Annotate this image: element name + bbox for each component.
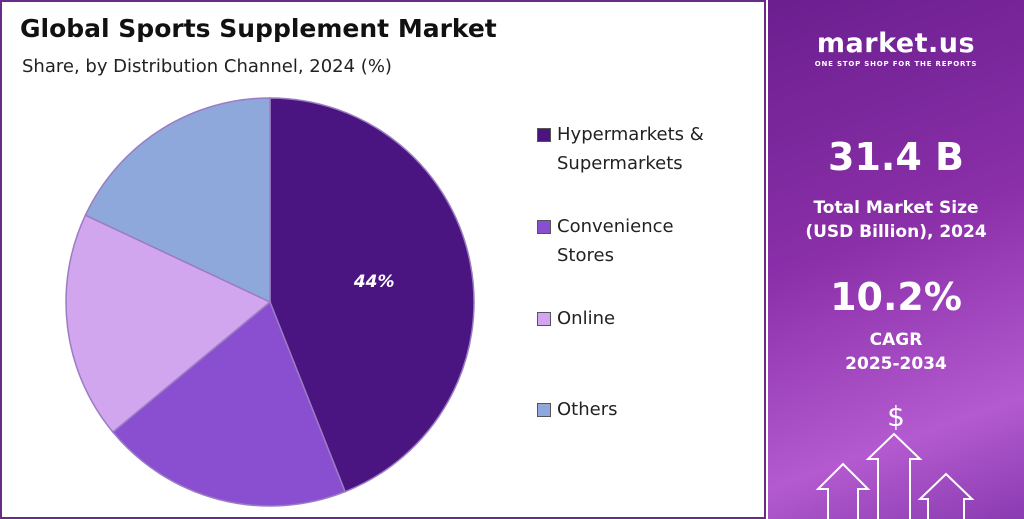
legend-swatch (537, 312, 551, 326)
pie-slice (84, 97, 271, 304)
legend-label: Others (557, 399, 618, 420)
legend-label: Hypermarkets & Supermarkets (557, 124, 704, 174)
slice-label: 44% (353, 272, 395, 292)
legend-item: Convenience Stores (537, 212, 722, 270)
dollar-icon: $ (887, 400, 905, 433)
pie-slice (111, 300, 347, 507)
cagr-period: 2025-2034 (845, 354, 947, 374)
tagline: ONE STOP SHOP FOR THE REPORTS (814, 60, 978, 68)
pie-slice (65, 214, 272, 434)
legend-label: Convenience Stores (557, 216, 674, 266)
legend: Hypermarkets & Supermarkets Convenience S… (537, 120, 737, 424)
legend-label: Online (557, 308, 616, 329)
brand: market.us (816, 28, 976, 59)
cagr: 10.2% (830, 275, 962, 319)
legend-swatch (537, 403, 551, 417)
chart-title: Global Sports Supplement Market (20, 14, 497, 43)
chart-panel: Global Sports Supplement Market Share, b… (0, 0, 766, 519)
market-size: 31.4 B (828, 135, 964, 179)
legend-item: Online (537, 304, 722, 333)
legend-swatch (537, 128, 551, 142)
legend-item: Hypermarkets & Supermarkets (537, 120, 722, 178)
logo: market.us ONE STOP SHOP FOR THE REPORTS (786, 28, 1006, 68)
legend-item: Others (537, 395, 722, 424)
arrows-icon (815, 432, 975, 519)
chart-subtitle: Share, by Distribution Channel, 2024 (%) (22, 56, 392, 77)
cagr-label: CAGR (869, 330, 923, 350)
pie-chart: 44% (65, 97, 475, 507)
market-size-label: Total Market Size (USD Billion), 2024 (805, 198, 987, 242)
legend-swatch (537, 220, 551, 234)
sidebar: market.us ONE STOP SHOP FOR THE REPORTS … (768, 0, 1024, 519)
pie-slice (269, 97, 475, 493)
